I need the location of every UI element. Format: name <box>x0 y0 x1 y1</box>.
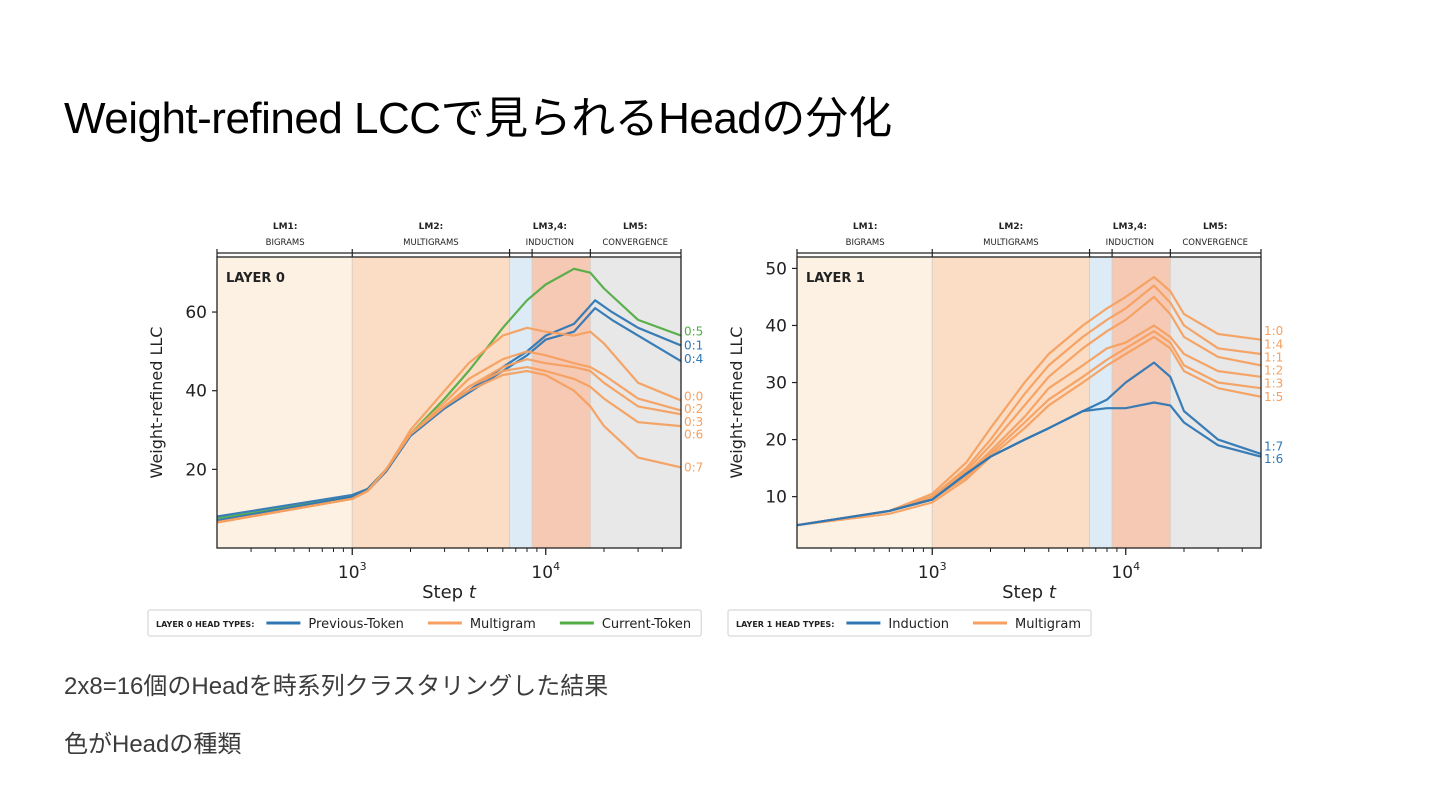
x-tick-label: 104 <box>531 560 560 583</box>
head-label-1-1: 1:1 <box>1264 350 1283 364</box>
legend-label-previous-token: Previous-Token <box>308 617 403 632</box>
y-tick-label: 20 <box>765 431 787 451</box>
legend-box <box>727 609 1092 637</box>
stage-desc-convergence: CONVERGENCE <box>1182 238 1248 248</box>
stage-band-convergence <box>590 257 681 548</box>
stage-name-convergence: LM5: <box>1203 222 1228 232</box>
series-group <box>797 275 1261 527</box>
series-line-1-6 <box>797 401 1261 527</box>
stage-name-bigrams: LM1: <box>273 222 298 232</box>
x-tick-label: 103 <box>338 560 367 583</box>
y-axis-label: Weight-refined LLC <box>727 327 746 479</box>
panel-label: LAYER 0 <box>226 271 285 286</box>
chart-layer-0: LM1: BIGRAMS LM2: MULTIGRAMS LM3,4: INDUCTION… <box>147 222 703 637</box>
stage-name-bigrams: LM1: <box>853 222 878 232</box>
series-line-0-7 <box>217 369 681 524</box>
stage-desc-induction: INDUCTION <box>526 238 574 248</box>
legend: LAYER 1 HEAD TYPES: Induction Multigram <box>727 609 1092 637</box>
head-label-0-3: 0:3 <box>684 415 703 429</box>
stage-band-induction <box>509 257 533 548</box>
x-tick-exponent: 4 <box>553 560 560 573</box>
legend-title: LAYER 1 HEAD TYPES: <box>736 620 834 629</box>
x-tick-base: 10 <box>918 563 940 583</box>
y-tick-label: 40 <box>765 316 787 336</box>
series-line-1-1 <box>797 295 1261 527</box>
x-tick-label: 103 <box>918 560 947 583</box>
stage-desc-convergence: CONVERGENCE <box>602 238 668 248</box>
head-label-0-4: 0:4 <box>684 352 703 366</box>
head-label-1-0: 1:0 <box>1264 324 1283 338</box>
stage-name-multigrams: LM2: <box>419 222 444 232</box>
stage-desc-induction: INDUCTION <box>1106 238 1154 248</box>
y-axis-label: Weight-refined LLC <box>147 327 166 479</box>
stage-band-bigrams <box>217 257 353 548</box>
head-label-0-5: 0:5 <box>684 325 703 339</box>
stage-name-induction: LM3,4: <box>533 222 567 232</box>
head-label-0-7: 0:7 <box>684 460 703 474</box>
x-axis-label: Step t <box>1002 582 1057 603</box>
x-tick-exponent: 4 <box>1133 560 1140 573</box>
x-tick-base: 10 <box>338 563 360 583</box>
y-tick-label: 20 <box>185 460 207 480</box>
series-group <box>217 267 681 524</box>
slide-title: Weight-refined LCCで見られるHeadの分化 <box>64 94 892 143</box>
head-label-1-7: 1:7 <box>1264 439 1283 453</box>
legend-title: LAYER 0 HEAD TYPES: <box>156 620 254 629</box>
caption-color-meaning: 色がHeadの種類 <box>64 731 242 758</box>
legend: LAYER 0 HEAD TYPES: Previous-Token Multigr… <box>147 609 702 637</box>
x-tick-base: 10 <box>531 563 553 583</box>
x-tick-exponent: 3 <box>360 560 367 573</box>
stage-name-convergence: LM5: <box>623 222 648 232</box>
stage-band-bigrams <box>797 257 933 548</box>
head-label-0-1: 0:1 <box>684 338 703 352</box>
stage-desc-multigrams: MULTIGRAMS <box>403 238 459 248</box>
x-tick-base: 10 <box>1111 563 1133 583</box>
stage-band-convergence <box>1170 257 1261 548</box>
stage-desc-multigrams: MULTIGRAMS <box>983 238 1039 248</box>
series-line-1-5 <box>797 335 1261 527</box>
head-label-1-2: 1:2 <box>1264 364 1283 378</box>
stage-band-lm4 <box>532 257 591 548</box>
y-tick-label: 40 <box>185 382 207 402</box>
y-tick-label: 10 <box>765 488 787 508</box>
plot-frame <box>796 256 1262 549</box>
y-tick-label: 30 <box>765 374 787 394</box>
legend-label-multigram: Multigram <box>1015 617 1081 632</box>
legend-label-induction: Induction <box>888 617 949 632</box>
series-line-1-0 <box>797 275 1261 527</box>
head-label-0-2: 0:2 <box>684 402 703 416</box>
x-axis-label-text: Step <box>422 582 469 603</box>
head-label-1-6: 1:6 <box>1264 452 1283 466</box>
x-axis-label-var: t <box>1049 582 1057 603</box>
head-label-1-5: 1:5 <box>1264 390 1283 404</box>
x-tick-label: 104 <box>1111 560 1140 583</box>
x-tick-exponent: 3 <box>940 560 947 573</box>
legend-label-multigram: Multigram <box>470 617 536 632</box>
x-axis-label-text: Step <box>1002 582 1049 603</box>
head-label-0-0: 0:0 <box>684 390 703 404</box>
legend-label-current-token: Current-Token <box>602 617 691 632</box>
stage-desc-bigrams: BIGRAMS <box>846 238 885 248</box>
plot-frame <box>216 256 682 549</box>
head-label-1-3: 1:3 <box>1264 377 1283 391</box>
stage-name-induction: LM3,4: <box>1113 222 1147 232</box>
stage-desc-bigrams: BIGRAMS <box>266 238 305 248</box>
stage-band-lm4 <box>1112 257 1171 548</box>
panel-label: LAYER 1 <box>806 271 865 286</box>
y-tick-label: 50 <box>765 259 787 279</box>
stage-name-multigrams: LM2: <box>999 222 1024 232</box>
chart-layer-1: LM1: BIGRAMS LM2: MULTIGRAMS LM3,4: INDUCTION… <box>727 222 1283 637</box>
caption-clustering: 2x8=16個のHeadを時系列クラスタリングした結果 <box>64 673 609 700</box>
x-axis-label-var: t <box>469 582 477 603</box>
head-label-0-6: 0:6 <box>684 428 703 442</box>
head-label-1-4: 1:4 <box>1264 337 1283 351</box>
x-axis-label: Step t <box>422 582 477 603</box>
legend-box <box>147 609 702 637</box>
stage-band-multigrams <box>352 257 510 548</box>
y-tick-label: 60 <box>185 303 207 323</box>
